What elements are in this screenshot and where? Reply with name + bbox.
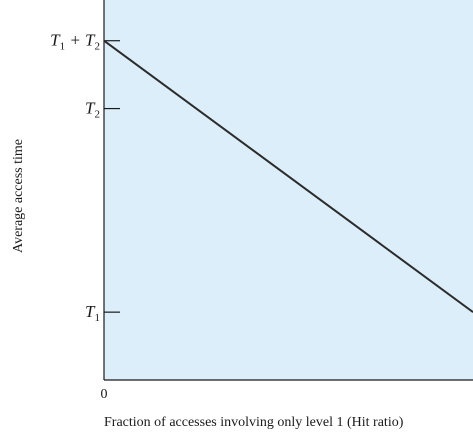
x-tick-label-0: 0: [101, 387, 108, 402]
y-ticks: T1 T2 T1 + T2: [50, 31, 120, 324]
x-axis-label: Fraction of accesses involving only leve…: [104, 415, 404, 430]
y-tick-label-2: T1 + T2: [50, 31, 100, 53]
y-axis-label: Average access time: [11, 139, 26, 253]
plot-area: [104, 0, 473, 380]
series-layer: [103, 39, 473, 313]
y-tick-label-0: T1: [85, 302, 100, 324]
y-tick-label-1: T2: [85, 99, 100, 121]
series-line-0: [103, 39, 473, 313]
